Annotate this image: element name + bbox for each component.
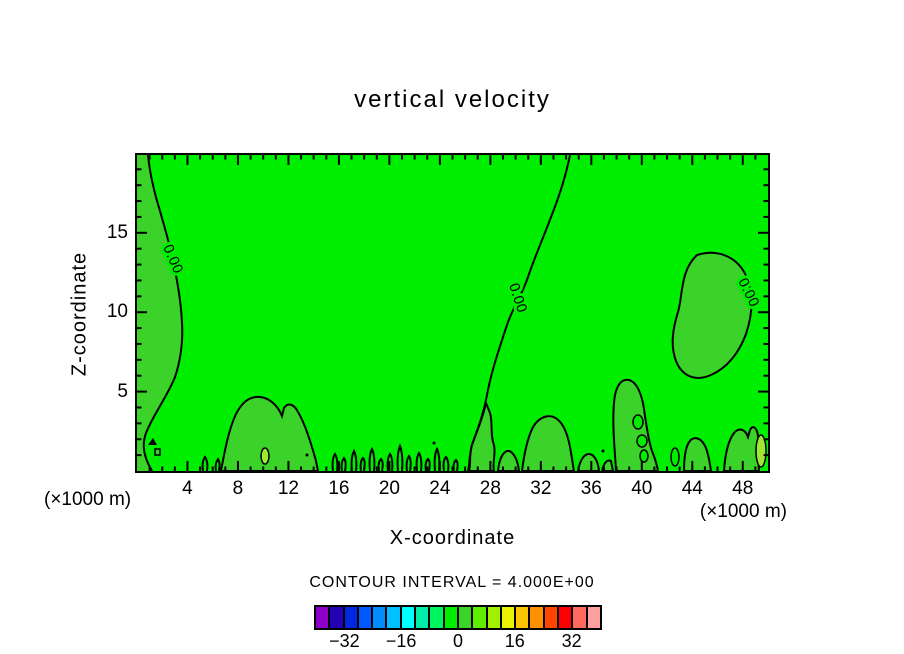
colorbar-cell bbox=[587, 607, 600, 628]
minor-contour-squiggles bbox=[148, 438, 605, 471]
zero-contour-middle bbox=[468, 155, 571, 471]
x-tick-label: 40 bbox=[631, 478, 653, 499]
filled-blob bbox=[520, 415, 576, 471]
filled-mound bbox=[219, 395, 320, 471]
colorbar-cell bbox=[473, 607, 488, 628]
x-tick-label: 24 bbox=[429, 478, 451, 499]
colorbar-cell bbox=[516, 607, 531, 628]
inner-contour-holes bbox=[632, 414, 680, 467]
y-tick-label: 5 bbox=[117, 380, 128, 402]
x-tick-label: 4 bbox=[182, 478, 193, 499]
colorbar-cell bbox=[573, 607, 588, 628]
x-axis-label: X-coordinate bbox=[389, 527, 516, 549]
colorbar bbox=[314, 605, 602, 630]
colorbar-cell bbox=[458, 607, 474, 628]
x-tick-label: 32 bbox=[530, 478, 552, 499]
axis-ticks bbox=[137, 155, 768, 471]
colorbar-cell bbox=[316, 607, 331, 628]
colorbar-cell bbox=[373, 607, 388, 628]
colorbar-cell bbox=[358, 607, 374, 628]
colorbar-cell bbox=[559, 607, 574, 628]
filled-region-right-pocket bbox=[671, 251, 753, 379]
accent-oval bbox=[755, 434, 767, 468]
x-tick-label: 44 bbox=[681, 478, 703, 499]
colorbar-cell bbox=[530, 607, 545, 628]
tiny-triangle-mark bbox=[148, 438, 157, 445]
positive-accent-pockets bbox=[260, 434, 767, 468]
colorbar-tick-label: 0 bbox=[452, 631, 464, 651]
y-axis-unit-label: (×1000 m) bbox=[44, 489, 132, 510]
colorbar-cell bbox=[430, 607, 445, 628]
filled-blob bbox=[682, 437, 713, 471]
colorbar-cell bbox=[401, 607, 417, 628]
x-tick-label: 28 bbox=[479, 478, 501, 499]
plot-area: 0.00 0.00 0.00 bbox=[135, 153, 770, 473]
colorbar-tick-label: 16 bbox=[504, 631, 525, 651]
colorbar-cell bbox=[544, 607, 560, 628]
contour-interval-text: CONTOUR INTERVAL = 4.000E+00 bbox=[309, 574, 595, 591]
tiny-square-pocket bbox=[154, 448, 161, 456]
negative-fill-regions bbox=[137, 155, 761, 471]
x-tick-label: 16 bbox=[328, 478, 350, 499]
y-tick-label: 15 bbox=[106, 221, 128, 243]
filled-mound bbox=[576, 452, 601, 471]
colorbar-cell bbox=[344, 607, 359, 628]
filled-region-left bbox=[137, 155, 183, 471]
x-tick-label: 8 bbox=[232, 478, 244, 499]
accent-oval bbox=[260, 447, 270, 465]
contour-hole bbox=[670, 447, 680, 467]
colorbar-cell bbox=[501, 607, 517, 628]
contour-hole bbox=[636, 434, 648, 448]
y-tick-label: 10 bbox=[106, 301, 128, 323]
x-tick-label: 12 bbox=[277, 478, 300, 499]
x-tick-label: 48 bbox=[732, 478, 754, 499]
colorbar-tick-label: −16 bbox=[385, 631, 417, 651]
colorbar-cell bbox=[330, 607, 345, 628]
contour-hole bbox=[632, 414, 644, 430]
colorbar-cell bbox=[387, 607, 402, 628]
y-tick-labels: 5 10 15 bbox=[88, 0, 128, 500]
zero-contour-left bbox=[142, 155, 184, 471]
colorbar-tick-label: −32 bbox=[329, 631, 360, 651]
colorbar-cell bbox=[487, 607, 502, 628]
chart-title: vertical velocity bbox=[354, 86, 551, 113]
colorbar-cell bbox=[416, 607, 431, 628]
colorbar-tick-labels: −32 −16 0 16 32 bbox=[314, 631, 602, 653]
colorbar-tick-label: 32 bbox=[561, 631, 582, 651]
filled-blob bbox=[496, 449, 521, 471]
x-tick-label: 36 bbox=[580, 478, 602, 499]
zero-contour-lines bbox=[142, 155, 571, 471]
x-tick-label: 20 bbox=[378, 478, 400, 499]
x-tick-labels: 4 8 12 16 20 24 28 32 36 40 44 48 bbox=[0, 478, 904, 502]
contour-hole bbox=[639, 449, 649, 463]
x-axis-unit-label: (×1000 m) bbox=[699, 501, 787, 522]
colorbar-cell bbox=[444, 607, 459, 628]
